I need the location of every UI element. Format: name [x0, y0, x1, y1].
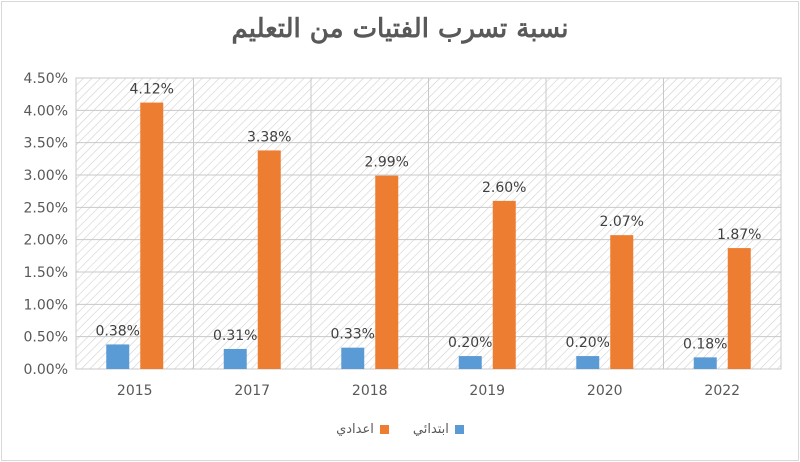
y-tick-label: 0.50%	[24, 330, 68, 346]
data-label: 2.60%	[482, 180, 526, 196]
legend-item-primary: ابتدائي	[413, 422, 464, 437]
legend-label-primary: ابتدائي	[412, 422, 449, 437]
data-label: 0.33%	[331, 327, 375, 343]
chart-title: نسبة تسرب الفتيات من التعليم	[231, 14, 569, 44]
y-tick-label: 3.00%	[24, 168, 68, 184]
y-tick-label: 0.00%	[24, 362, 68, 378]
y-tick-label: 4.00%	[24, 103, 68, 119]
y-tick-label: 2.50%	[24, 200, 68, 216]
y-tick-label: 2.00%	[24, 233, 68, 249]
bar-preparatory-2019	[492, 200, 516, 369]
bar-primary-2020	[576, 356, 600, 369]
bar-preparatory-2022	[727, 248, 751, 369]
x-tick-label: 2017	[234, 383, 270, 399]
legend-item-preparatory: اعدادي	[336, 422, 389, 437]
data-label: 2.07%	[600, 214, 644, 230]
legend-label-preparatory: اعدادي	[336, 422, 374, 437]
data-label: 0.20%	[566, 335, 610, 351]
bar-primary-2022	[693, 357, 717, 369]
x-tick-label: 2022	[704, 383, 740, 399]
bar-preparatory-2020	[610, 235, 634, 369]
data-label: 1.87%	[717, 227, 761, 243]
legend: ابتدائي اعدادي	[0, 422, 800, 437]
bar-primary-2018	[341, 347, 365, 369]
y-tick-label: 1.00%	[24, 297, 68, 313]
bar-preparatory-2017	[257, 150, 281, 369]
bar-primary-2017	[223, 348, 247, 369]
data-label: 0.38%	[96, 323, 140, 339]
legend-swatch-primary	[454, 425, 464, 434]
x-tick-label: 2018	[352, 383, 388, 399]
data-labels: 0.38% 4.12% 0.31% 3.38% 0.33% 2.99% 0.20% 2.60%…	[96, 82, 762, 353]
bar-primary-2015	[106, 344, 130, 369]
bar-preparatory-2015	[140, 102, 164, 369]
y-tick-label: 3.50%	[24, 136, 68, 152]
bar-primary-2019	[458, 356, 482, 369]
x-tick-label: 2020	[587, 383, 623, 399]
gridlines	[75, 77, 782, 370]
data-label: 0.18%	[683, 336, 727, 352]
data-label: 0.31%	[213, 328, 257, 344]
bar-preparatory-2018	[375, 175, 399, 369]
data-label: 2.99%	[365, 155, 409, 171]
data-label: 3.38%	[247, 129, 291, 145]
data-label: 4.12%	[130, 82, 174, 98]
y-tick-label: 1.50%	[24, 265, 68, 281]
data-label: 0.20%	[448, 335, 492, 351]
y-tick-label: 4.50%	[24, 71, 68, 87]
y-axis-ticks: 0.00% 0.50% 1.00% 1.50% 2.00% 2.50% 3.00% 3.50%…	[24, 71, 68, 378]
bars	[106, 102, 751, 369]
x-tick-label: 2019	[469, 383, 505, 399]
legend-swatch-preparatory	[379, 425, 389, 434]
x-tick-label: 2015	[117, 383, 153, 399]
x-axis-ticks: 2015 2017 2018 2019 2020 2022	[117, 383, 740, 399]
